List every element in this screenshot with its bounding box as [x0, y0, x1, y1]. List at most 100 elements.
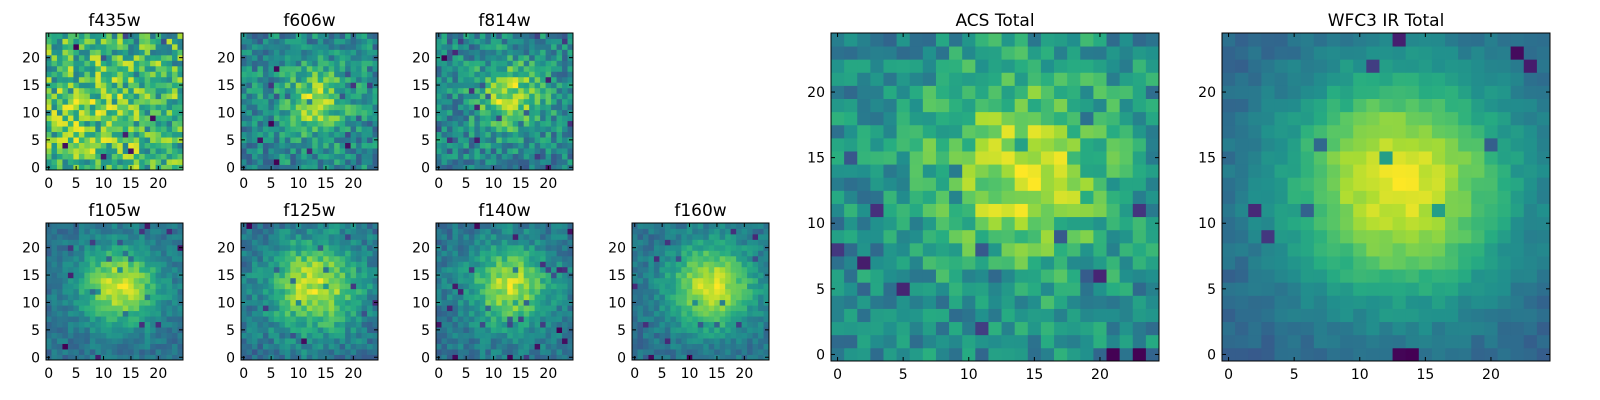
heatmap-cell	[273, 332, 280, 339]
heatmap-cell	[56, 310, 63, 317]
axes-frame	[45, 222, 184, 361]
heatmap-cell	[463, 104, 470, 111]
heatmap-cell	[56, 65, 63, 72]
heatmap-cell	[268, 54, 275, 61]
heatmap-cell	[139, 255, 146, 262]
heatmap-cell	[1093, 216, 1107, 231]
heatmap-cell	[279, 65, 286, 72]
heatmap-cell	[106, 38, 113, 45]
heatmap-cell	[681, 228, 688, 235]
heatmap-cell	[144, 332, 151, 339]
heatmap-cell	[490, 153, 497, 160]
heatmap-cell	[556, 164, 563, 171]
heatmap-cell	[312, 266, 319, 273]
heatmap-cell	[246, 142, 253, 149]
heatmap-cell	[441, 228, 448, 235]
heatmap-cell	[150, 277, 156, 284]
heatmap-cell	[84, 71, 91, 78]
heatmap-cell	[675, 266, 682, 273]
heatmap-cell	[367, 223, 373, 229]
heatmap-cell	[642, 283, 649, 290]
heatmap-cell	[356, 321, 362, 328]
heatmap-cell	[106, 65, 113, 72]
heatmap-cell	[1093, 190, 1107, 204]
heatmap-cell	[73, 49, 80, 56]
heatmap-cell	[246, 338, 253, 344]
heatmap-cell	[139, 76, 146, 83]
heatmap-cell	[117, 228, 124, 235]
heatmap-cell	[95, 244, 102, 251]
heatmap-cell	[719, 343, 726, 350]
heatmap-cell	[301, 164, 308, 171]
heatmap-cell	[317, 142, 324, 149]
heatmap-cell	[988, 295, 1002, 309]
heatmap-cell	[545, 65, 552, 72]
heatmap-cell	[290, 49, 297, 56]
heatmap-cell	[51, 349, 58, 355]
heatmap-cell	[334, 43, 341, 50]
heatmap-cell	[100, 332, 107, 339]
heatmap-cell	[122, 233, 129, 240]
heatmap-cell	[653, 266, 660, 273]
heatmap-cell	[367, 305, 373, 312]
heatmap-cell	[523, 321, 530, 328]
heatmap-cell	[279, 239, 286, 246]
heatmap-cell	[686, 316, 693, 323]
heatmap-cell	[708, 310, 715, 317]
heatmap-cell	[490, 310, 497, 317]
heatmap-cell	[328, 49, 335, 56]
heatmap-cell	[441, 316, 448, 323]
heatmap-cell	[463, 239, 470, 246]
heatmap-cell	[312, 223, 319, 229]
heatmap-cell	[496, 126, 503, 133]
heatmap-cell	[496, 354, 503, 361]
heatmap-cell	[172, 233, 178, 240]
heatmap-cell	[361, 115, 368, 122]
heatmap-cell	[172, 277, 178, 284]
heatmap-cell	[714, 244, 721, 251]
heatmap-cell	[328, 343, 335, 350]
heatmap-cell	[356, 310, 362, 317]
heatmap-cell	[84, 327, 91, 333]
heatmap-cell	[166, 76, 173, 83]
heatmap-cell	[166, 233, 173, 240]
heatmap-cell	[328, 354, 335, 361]
heatmap-cell	[67, 327, 74, 333]
heatmap-cell	[730, 338, 737, 344]
heatmap-cell	[62, 299, 69, 306]
heatmap-cell	[106, 354, 113, 361]
heatmap-cell	[681, 283, 688, 290]
y-tick-label: 20	[412, 241, 430, 257]
heatmap-cell	[562, 223, 568, 229]
heatmap-cell	[648, 327, 655, 333]
heatmap-cell	[155, 305, 162, 312]
heatmap-cell	[95, 54, 102, 61]
heatmap-cell	[46, 43, 52, 50]
heatmap-cell	[361, 343, 368, 350]
heatmap-cell	[562, 327, 568, 333]
heatmap-cell	[485, 223, 492, 229]
heatmap-cell	[719, 233, 726, 240]
heatmap-cell	[642, 250, 649, 257]
heatmap-cell	[95, 343, 102, 350]
heatmap-cell	[758, 338, 764, 344]
heatmap-cell	[328, 288, 335, 295]
heatmap-cell	[567, 321, 574, 328]
heatmap-cell	[1027, 308, 1042, 323]
heatmap-cell	[556, 338, 563, 344]
heatmap-cell	[166, 294, 173, 301]
heatmap-cell	[446, 142, 453, 149]
heatmap-cell	[89, 310, 96, 317]
heatmap-cell	[345, 233, 351, 240]
heatmap-cell	[741, 321, 748, 328]
heatmap-cell	[457, 310, 464, 317]
heatmap-cell	[452, 233, 459, 240]
heatmap-cell	[161, 126, 167, 133]
heatmap-cell	[284, 277, 291, 284]
heatmap-cell	[763, 343, 770, 350]
heatmap-cell	[106, 272, 113, 279]
x-tick-label: 20	[149, 366, 167, 382]
heatmap-cell	[46, 332, 52, 339]
heatmap-cell	[692, 283, 699, 290]
heatmap-cell	[692, 310, 699, 317]
